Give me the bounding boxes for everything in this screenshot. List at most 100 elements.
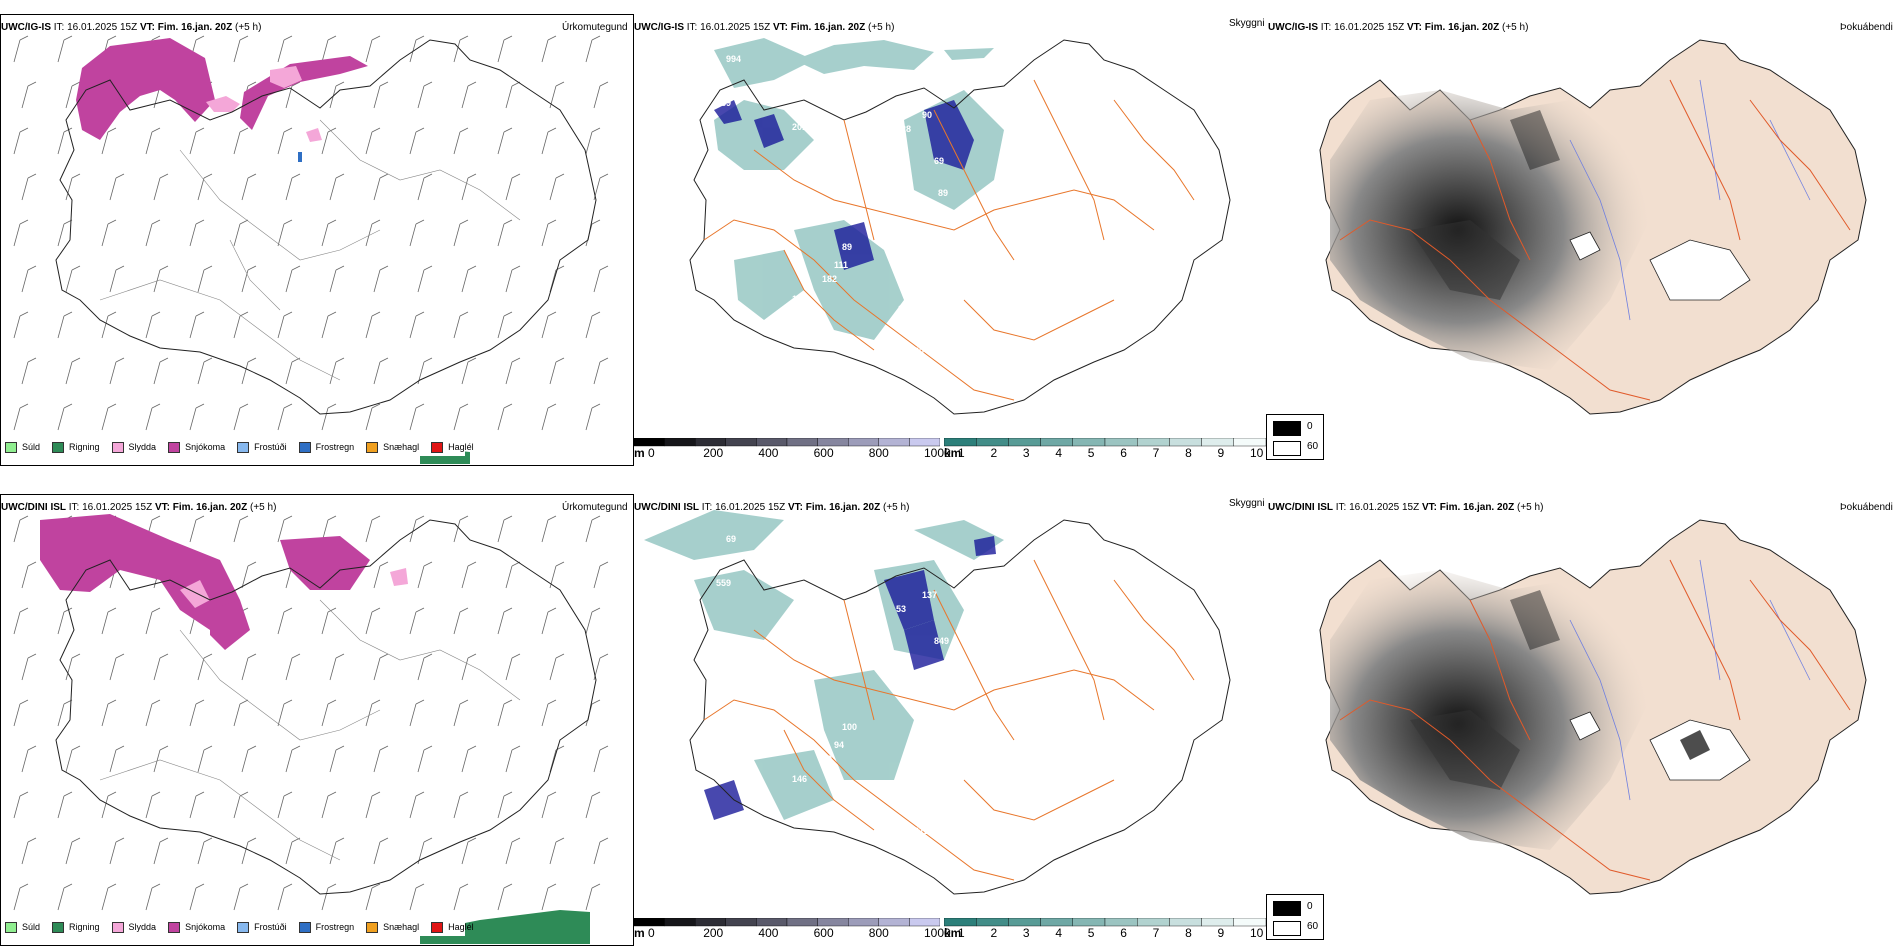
- wind-barb-flag: [335, 837, 345, 843]
- wind-barb: [241, 361, 249, 385]
- ceiling-label: 246: [898, 304, 913, 314]
- wind-barb-flag: [19, 515, 29, 521]
- wind-barb: [13, 611, 21, 635]
- wind-barb: [497, 519, 505, 543]
- ceiling-label: 212: [914, 826, 929, 836]
- ceiling-label: 146: [792, 294, 807, 304]
- wind-barb-flag: [195, 127, 205, 133]
- wind-barb: [101, 611, 109, 635]
- wind-barb-flag: [503, 515, 513, 521]
- ceiling-colorbar-top: m 0 200 400 600 800 1000: [634, 438, 951, 462]
- sleet-area: [180, 568, 408, 608]
- wind-barb: [13, 887, 21, 911]
- wind-barb: [109, 361, 117, 385]
- wind-barb: [497, 315, 505, 339]
- wind-barb: [241, 841, 249, 865]
- ceiling-shading: [704, 536, 996, 820]
- iceland-outline: [55, 519, 597, 895]
- colorbar-cell: [695, 438, 727, 447]
- wind-barb: [365, 611, 373, 635]
- wind-barb: [409, 703, 417, 727]
- wind-barb-flag: [511, 173, 521, 179]
- wind-barb-flag: [71, 81, 81, 87]
- wind-barb: [57, 887, 65, 911]
- wind-barb: [21, 657, 29, 681]
- wind-barb: [417, 749, 425, 773]
- precip-legend-swatch: [431, 921, 444, 933]
- wind-barb-flag: [591, 883, 601, 889]
- wind-barb: [233, 795, 241, 819]
- precip-legend-item: Snjókoma: [168, 441, 226, 453]
- wind-barb-flag: [159, 837, 169, 843]
- wind-barb: [373, 657, 381, 681]
- colorbar-cell: [695, 918, 727, 927]
- wind-barb-flag: [379, 81, 389, 87]
- ceiling-label: 122: [978, 234, 993, 244]
- wind-barb-flag: [107, 607, 117, 613]
- wind-barb: [373, 269, 381, 293]
- wind-barb-flag: [239, 127, 249, 133]
- wind-barb: [189, 887, 197, 911]
- precip-legend-item: Slydda: [111, 921, 156, 933]
- vt-label: VT:: [1406, 22, 1422, 33]
- it-label: IT:: [1335, 502, 1347, 513]
- colorbar-cell: [634, 918, 665, 927]
- model-name: UWC/DINI ISL: [634, 502, 699, 513]
- wind-barb: [497, 703, 505, 727]
- wind-barb-flag: [591, 403, 601, 409]
- sleet-area: [206, 66, 322, 142]
- wind-barb: [505, 269, 513, 293]
- precip-legend-label: Snjókoma: [185, 442, 226, 452]
- fog-shading: [1330, 90, 1650, 370]
- wind-barb-flag: [203, 745, 213, 751]
- precip-legend-swatch: [5, 441, 17, 453]
- fog-legend-top: 0 60: [1266, 414, 1324, 460]
- wind-barb-flag: [283, 35, 293, 41]
- precip-legend-label: Súld: [22, 442, 41, 452]
- wind-barb: [541, 887, 549, 911]
- wind-barb: [145, 887, 153, 911]
- precip-legend-item: Haglél: [431, 921, 474, 933]
- vis-shading: [714, 38, 1004, 340]
- wind-barb: [13, 703, 21, 727]
- precip-legend-swatch: [168, 921, 181, 933]
- wind-barb: [65, 749, 73, 773]
- vis-colorbar-bottom: km 1 2 3 4 5 6 7 8 9 10: [944, 918, 1266, 942]
- wind-barb-flag: [151, 127, 161, 133]
- wind-barb: [65, 85, 73, 109]
- ceiling-label: 261: [772, 570, 787, 580]
- wind-barb: [505, 85, 513, 109]
- wind-barb-flag: [379, 745, 389, 751]
- wind-barb-flag: [151, 311, 161, 317]
- wind-barb-flag: [459, 883, 469, 889]
- precip-legend-label: Rigning: [69, 922, 100, 932]
- wind-barb: [321, 131, 329, 155]
- wind-barb: [541, 223, 549, 247]
- wind-barb: [365, 795, 373, 819]
- colorbar-tick: 9: [1217, 446, 1225, 460]
- wind-barb: [453, 519, 461, 543]
- colorbar-tick: 400: [758, 926, 779, 940]
- wind-barb: [505, 565, 513, 589]
- wind-barb: [365, 39, 373, 63]
- wind-barb: [57, 407, 65, 431]
- wind-barb-flag: [107, 35, 117, 41]
- wind-barb-flag: [467, 357, 477, 363]
- precip-legend-label: Frostúði: [254, 922, 287, 932]
- wind-barb-flag: [203, 837, 213, 843]
- wind-barb: [197, 749, 205, 773]
- wind-barb: [541, 131, 549, 155]
- wind-barb-flag: [115, 837, 125, 843]
- wind-barb-flag: [195, 883, 205, 889]
- wind-barb: [593, 85, 601, 109]
- colorbar-tick: 4: [1055, 926, 1063, 940]
- ceiling-scale: [634, 918, 940, 927]
- vt-label: VT:: [787, 502, 803, 513]
- precip-legend-item: Rigning: [52, 921, 100, 933]
- wind-barb: [145, 223, 153, 247]
- wind-barb-flag: [599, 265, 609, 271]
- wind-barb-flag: [203, 265, 213, 271]
- vis-unit: km: [944, 446, 962, 460]
- wind-barb-flag: [327, 311, 337, 317]
